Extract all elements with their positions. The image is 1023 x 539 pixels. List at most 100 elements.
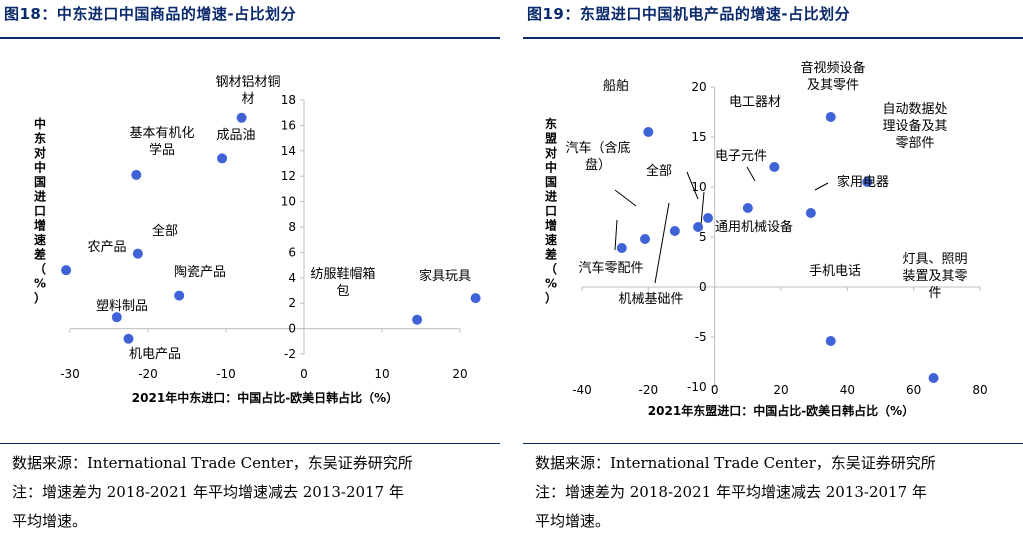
- x-tick-label: -40: [572, 383, 592, 397]
- chart-panel-asean: 图19：东盟进口中国机电产品的增速-占比划分 -10 -5 0 5 10 15 20 -40 -…: [523, 0, 1023, 539]
- x-axis-title: 2021年中东进口：中国占比-欧美日韩占比（%）: [132, 390, 398, 405]
- x-tick-label: 60: [906, 383, 921, 397]
- data-point-label: 船舶: [603, 78, 629, 94]
- x-tick-label: -20: [639, 383, 659, 397]
- y-tick-label: 6: [288, 245, 296, 259]
- y-tick-label: 18: [281, 93, 296, 107]
- data-point: [928, 373, 939, 383]
- data-point-label: 自动数据处理设备及其零部件: [882, 102, 947, 151]
- data-point-label: 家具玩具: [419, 268, 471, 284]
- note-line: 注：增速差为 2018-2021 年平均增速减去 2013-2017 年: [535, 483, 927, 501]
- title-rule: [523, 37, 1023, 39]
- x-tick-label: -30: [60, 367, 80, 381]
- leader-line: [614, 189, 637, 207]
- source-line: 数据来源：International Trade Center，东吴证券研究所: [535, 454, 936, 472]
- leader-line: [614, 219, 618, 251]
- x-tick-label: 20: [452, 367, 467, 381]
- note-line: 平均增速。: [12, 512, 88, 530]
- y-tick-label: 0: [699, 280, 707, 294]
- data-point-label: 电工器材: [729, 95, 781, 110]
- data-point-label: 汽车（含底盘）: [565, 140, 630, 173]
- y-tick-label: 15: [691, 130, 706, 144]
- data-point-label: 电子元件: [715, 149, 767, 164]
- leader-line: [686, 171, 699, 200]
- x-tick-label: 80: [972, 383, 987, 397]
- leader-line: [700, 191, 705, 226]
- data-point: [616, 243, 627, 253]
- data-point: [123, 333, 134, 344]
- data-point: [643, 127, 654, 137]
- leader-line: [746, 166, 756, 182]
- y-tick-label: -5: [695, 330, 707, 344]
- data-point-label: 陶瓷产品: [174, 264, 226, 280]
- data-point: [862, 177, 873, 187]
- data-point: [412, 314, 423, 325]
- source-line: 数据来源：International Trade Center，东吴证券研究所: [12, 454, 413, 472]
- data-point: [470, 293, 481, 304]
- data-point: [131, 169, 142, 180]
- figure-title: 图18：中东进口中国商品的增速-占比划分: [4, 5, 297, 23]
- y-tick-label: 10: [281, 195, 296, 209]
- data-point: [669, 226, 680, 236]
- data-point-label: 灯具、照明装置及其零件: [902, 252, 967, 301]
- data-point: [805, 208, 816, 218]
- data-point: [703, 213, 714, 223]
- data-point: [769, 162, 780, 172]
- data-point: [742, 203, 753, 213]
- data-point-label: 家用电器: [837, 174, 889, 190]
- x-tick-label: 0: [711, 383, 719, 397]
- figure-title: 图19：东盟进口中国机电产品的增速-占比划分: [527, 5, 851, 23]
- y-axis-title: 中东对中国进口增速差（%）: [33, 116, 46, 305]
- x-tick-label: -20: [138, 367, 158, 381]
- y-tick-label: 4: [288, 271, 296, 285]
- data-point-label: 全部: [152, 223, 178, 239]
- note-line: 平均增速。: [535, 512, 611, 530]
- data-point: [825, 336, 836, 346]
- data-point: [236, 112, 247, 123]
- y-tick-label: 12: [281, 169, 296, 183]
- y-tick-label: 16: [281, 118, 296, 132]
- data-point-label: 汽车零配件: [578, 260, 643, 276]
- y-tick-label: 20: [691, 80, 706, 94]
- x-tick-label: 10: [374, 367, 389, 381]
- leader-line: [654, 202, 670, 284]
- y-tick-label: -10: [687, 380, 707, 394]
- scatter-chart-asean: -10 -5 0 5 10 15 20 -40 -20 0 20 40 60 80 2021年东盟进口：中国…: [544, 60, 988, 418]
- data-point: [217, 153, 228, 164]
- data-point-label: 机电产品: [129, 347, 181, 362]
- y-tick-label: -2: [284, 347, 296, 361]
- x-axis-title: 2021年东盟进口：中国占比-欧美日韩占比（%）: [648, 403, 914, 418]
- data-point: [132, 248, 143, 259]
- data-point-label: 塑料制品: [96, 299, 148, 314]
- footer-rule: [0, 443, 500, 444]
- data-point-label: 音视频设备及其零件: [800, 60, 865, 93]
- data-point-label: 通用机械设备: [715, 219, 793, 235]
- source-note: 数据来源：International Trade Center，东吴证券研究所 …: [535, 449, 936, 536]
- data-point: [174, 290, 185, 301]
- leader-line: [814, 182, 829, 191]
- data-point: [640, 234, 651, 244]
- x-tick-label: 40: [840, 383, 855, 397]
- data-point: [61, 265, 72, 276]
- y-tick-label: 5: [699, 230, 707, 244]
- y-tick-label: 10: [691, 180, 706, 194]
- note-line: 注：增速差为 2018-2021 年平均增速减去 2013-2017 年: [12, 483, 404, 501]
- data-point: [111, 312, 122, 323]
- source-note: 数据来源：International Trade Center，东吴证券研究所 …: [12, 449, 413, 536]
- data-point-label: 纺服鞋帽箱包: [310, 266, 375, 299]
- data-point-label: 机械基础件: [618, 292, 683, 307]
- chart-panel-middle-east: 图18：中东进口中国商品的增速-占比划分 -2 0 2 4 6 8 10 12 14 16 18 -3…: [0, 0, 505, 539]
- data-point-label: 全部: [646, 163, 672, 179]
- y-tick-label: 14: [281, 144, 296, 158]
- y-tick-label: 2: [288, 296, 296, 310]
- data-point-label: 钢材铝材铜材: [215, 75, 280, 107]
- y-tick-label: 8: [288, 220, 296, 234]
- data-point-label: 手机电话: [809, 264, 861, 279]
- y-tick-label: 0: [288, 322, 296, 336]
- title-rule: [0, 37, 500, 39]
- data-point-label: 农产品: [87, 240, 126, 255]
- y-axis-title: 东盟对中国进口增速差（%）: [544, 116, 557, 305]
- data-point-label: 成品油: [216, 128, 255, 143]
- x-tick-label: -10: [216, 367, 236, 381]
